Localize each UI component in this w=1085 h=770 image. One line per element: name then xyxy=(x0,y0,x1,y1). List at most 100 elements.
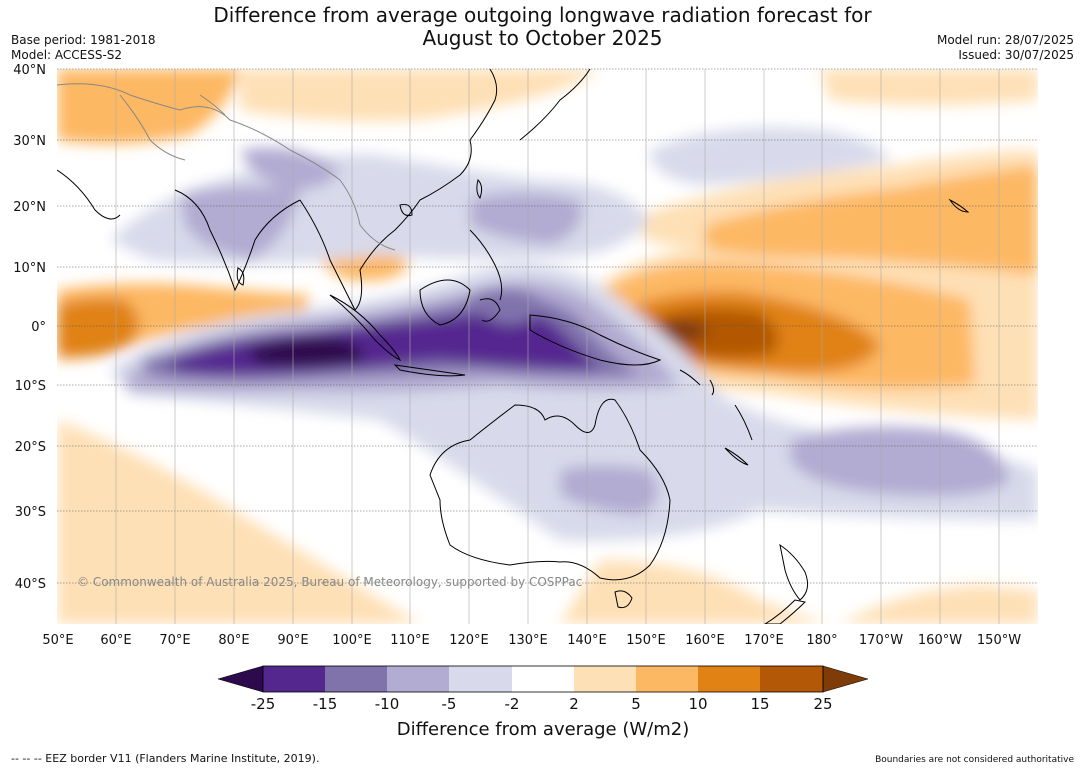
coast-new-zealand-south xyxy=(764,599,807,624)
title-line-1: Difference from average outgoing longwav… xyxy=(213,3,872,27)
lon-label-110e: 110°E xyxy=(390,633,430,648)
cb-tick-3: -5 xyxy=(442,695,457,713)
coast-new-caledonia xyxy=(724,447,749,466)
cb-tick-5: 2 xyxy=(569,695,579,713)
coast-taiwan xyxy=(476,179,483,200)
colorbar-seg-6 xyxy=(574,666,636,692)
region-neg-west-pacific xyxy=(470,288,541,325)
lon-label-100e: 100°E xyxy=(332,633,372,648)
region-neg-south-china-sea xyxy=(470,192,582,245)
region-neg-australia-east xyxy=(560,465,658,515)
map-panel: © Commonwealth of Australia 2025, Bureau… xyxy=(57,68,1038,624)
map-title: Difference from average outgoing longwav… xyxy=(0,4,1085,50)
lat-label-10n: 10°N xyxy=(13,261,46,276)
colorbar-high-arrow xyxy=(822,665,869,693)
cb-tick-8: 15 xyxy=(750,695,769,713)
lon-label-150e: 150°E xyxy=(626,633,666,648)
meta-right: Model run: 28/07/2025 Issued: 30/07/2025 xyxy=(937,33,1074,63)
lon-labels: 50°E 60°E 70°E 80°E 90°E 100°E 110°E 120… xyxy=(42,633,1021,648)
region-neg-china xyxy=(240,147,340,190)
region-pos-pacific-band xyxy=(705,165,1038,275)
lon-label-160e: 160°E xyxy=(685,633,725,648)
model-run-text: Model run: 28/07/2025 xyxy=(936,33,1074,47)
lat-label-20n: 20°N xyxy=(13,200,46,215)
coastlines xyxy=(57,69,970,624)
coast-india xyxy=(174,189,301,292)
coast-new-zealand-north xyxy=(779,543,809,601)
border-central-asia xyxy=(119,94,226,161)
region-neg-southwest-pacific xyxy=(790,426,1010,496)
coast-sumatra xyxy=(329,294,402,362)
coast-philippines xyxy=(469,229,503,301)
colorbar-seg-1 xyxy=(263,666,325,692)
region-neg-india xyxy=(180,186,300,260)
coast-china xyxy=(469,69,498,141)
colorbar: -25 -15 -10 -5 -2 2 5 10 15 25 xyxy=(217,665,869,713)
lat-label-30s: 30°S xyxy=(15,505,46,520)
coast-japan xyxy=(519,69,591,141)
region-pos-south-africa xyxy=(57,420,420,624)
coast-solomon-vanuatu xyxy=(679,369,753,441)
lat-label-20s: 20°S xyxy=(15,440,46,455)
map-copyright: © Commonwealth of Australia 2025, Bureau… xyxy=(77,575,582,589)
lon-label-50e: 50°E xyxy=(42,633,73,648)
meridians xyxy=(115,69,1000,624)
lat-label-0: 0° xyxy=(31,320,46,335)
region-pos-southeast-pacific xyxy=(840,585,1038,624)
colorbar-ticks: -25 -15 -10 -5 -2 2 5 10 15 25 xyxy=(251,695,833,713)
lat-labels: 40°N 30°N 20°N 10°N 0° 10°S 20°S 30°S 40… xyxy=(13,63,46,592)
region-neg-north-pacific xyxy=(650,127,890,185)
coast-arabia xyxy=(57,169,121,220)
coast-sri-lanka xyxy=(236,267,245,286)
region-pos-northeast-pacific xyxy=(820,69,1038,105)
model-text: Model: ACCESS-S2 xyxy=(11,48,123,62)
issued-text: Issued: 30/07/2025 xyxy=(958,48,1074,62)
region-neg-maritime-peak xyxy=(245,337,363,367)
lon-label-120e: 120°E xyxy=(449,633,489,648)
colorbar-seg-4 xyxy=(449,666,512,692)
region-pos-west-indian xyxy=(57,298,139,358)
gridlines xyxy=(57,68,1038,584)
cb-tick-0: -25 xyxy=(251,695,276,713)
cb-tick-4: -2 xyxy=(505,695,520,713)
colorbar-seg-9 xyxy=(760,666,823,692)
coast-hainan xyxy=(399,204,413,216)
meta-left: Base period: 1981-2018 Model: ACCESS-S2 xyxy=(11,33,156,63)
colorbar-outline xyxy=(262,665,824,693)
lon-label-130e: 130°E xyxy=(508,633,548,648)
negative-anomaly-regions xyxy=(110,127,1038,541)
coast-sulawesi xyxy=(479,298,501,322)
lon-label-90e: 90°E xyxy=(277,633,308,648)
lon-label-170w: 170°W xyxy=(859,633,903,648)
cb-tick-6: 5 xyxy=(631,695,641,713)
region-pos-tasman xyxy=(560,560,830,624)
anomaly-shading xyxy=(57,69,1038,624)
coast-hawaii xyxy=(948,198,970,213)
lat-label-40s: 40°S xyxy=(15,577,46,592)
cb-tick-1: -15 xyxy=(313,695,338,713)
country-borders xyxy=(57,83,396,251)
coast-java xyxy=(393,364,466,377)
colorbar-seg-2 xyxy=(325,666,387,692)
colorbar-seg-7 xyxy=(636,666,698,692)
lon-label-70e: 70°E xyxy=(159,633,190,648)
coast-borneo xyxy=(419,279,471,326)
title-line-2: August to October 2025 xyxy=(422,26,663,50)
lon-label-150w: 150°W xyxy=(977,633,1021,648)
coast-australia xyxy=(429,398,671,581)
lat-label-30n: 30°N xyxy=(13,134,46,149)
coast-se-asia xyxy=(299,139,472,311)
lat-label-40n: 40°N xyxy=(13,63,46,78)
coast-tasmania xyxy=(614,590,633,609)
lon-label-60e: 60°E xyxy=(100,633,131,648)
lon-label-140e: 140°E xyxy=(567,633,607,648)
coast-new-guinea xyxy=(529,314,662,366)
base-period-text: Base period: 1981-2018 xyxy=(11,33,156,47)
colorbar-seg-3 xyxy=(387,666,449,692)
eez-note: -- -- -- EEZ border V11 (Flanders Marine… xyxy=(11,752,320,765)
lon-label-80e: 80°E xyxy=(218,633,249,648)
lon-label-180: 180° xyxy=(806,633,837,648)
border-asia xyxy=(57,83,396,251)
colorbar-seg-8 xyxy=(698,666,760,692)
